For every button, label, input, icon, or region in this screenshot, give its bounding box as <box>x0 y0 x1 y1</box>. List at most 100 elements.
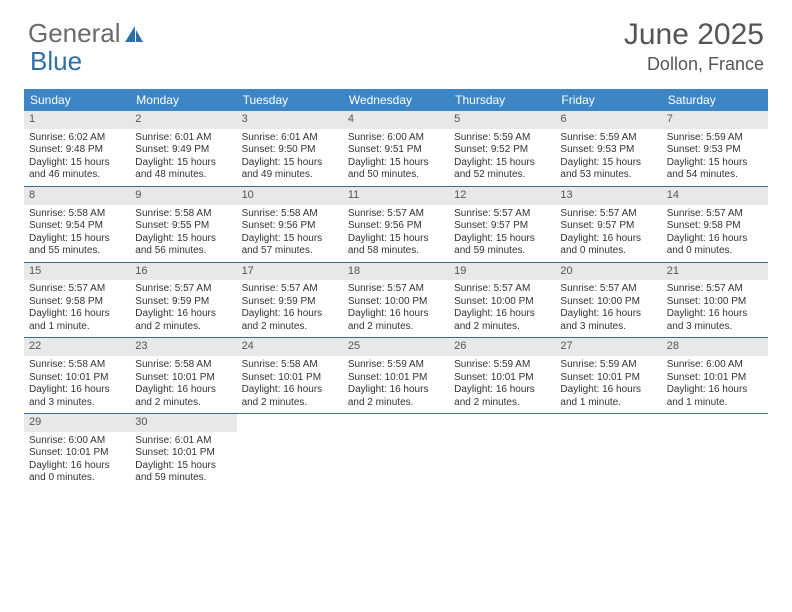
day-body: Sunrise: 6:00 AMSunset: 9:51 PMDaylight:… <box>343 129 449 186</box>
sunset-text: Sunset: 10:01 PM <box>29 372 125 385</box>
day-number: 27 <box>555 338 661 356</box>
daylight-text: Daylight: 16 hours and 3 minutes. <box>560 308 656 333</box>
sunrise-text: Sunrise: 5:58 AM <box>29 208 125 221</box>
sunrise-text: Sunrise: 5:59 AM <box>560 359 656 372</box>
sunset-text: Sunset: 9:48 PM <box>29 144 125 157</box>
day-number: 9 <box>130 187 236 205</box>
day-body: Sunrise: 5:58 AMSunset: 9:54 PMDaylight:… <box>24 205 130 262</box>
sunrise-text: Sunrise: 5:57 AM <box>454 283 550 296</box>
daylight-text: Daylight: 15 hours and 49 minutes. <box>242 157 338 182</box>
day-body: Sunrise: 5:58 AMSunset: 9:55 PMDaylight:… <box>130 205 236 262</box>
daylight-text: Daylight: 16 hours and 1 minute. <box>667 384 763 409</box>
day-cell: 23Sunrise: 5:58 AMSunset: 10:01 PMDaylig… <box>130 338 236 413</box>
daylight-text: Daylight: 16 hours and 0 minutes. <box>560 233 656 258</box>
sunrise-text: Sunrise: 5:59 AM <box>454 132 550 145</box>
sunrise-text: Sunrise: 5:58 AM <box>29 359 125 372</box>
day-cell: 4Sunrise: 6:00 AMSunset: 9:51 PMDaylight… <box>343 111 449 186</box>
sunset-text: Sunset: 10:01 PM <box>135 372 231 385</box>
logo: General <box>28 18 145 49</box>
day-number: 8 <box>24 187 130 205</box>
day-body: Sunrise: 5:59 AMSunset: 9:52 PMDaylight:… <box>449 129 555 186</box>
week-row: 15Sunrise: 5:57 AMSunset: 9:58 PMDayligh… <box>24 263 768 339</box>
day-body: Sunrise: 5:57 AMSunset: 10:00 PMDaylight… <box>662 280 768 337</box>
daylight-text: Daylight: 16 hours and 3 minutes. <box>29 384 125 409</box>
daylight-text: Daylight: 16 hours and 2 minutes. <box>135 384 231 409</box>
daylight-text: Daylight: 15 hours and 46 minutes. <box>29 157 125 182</box>
day-number: 23 <box>130 338 236 356</box>
sunset-text: Sunset: 9:53 PM <box>667 144 763 157</box>
sunset-text: Sunset: 9:59 PM <box>242 296 338 309</box>
day-cell: 25Sunrise: 5:59 AMSunset: 10:01 PMDaylig… <box>343 338 449 413</box>
day-number: 11 <box>343 187 449 205</box>
weekday-tue: Tuesday <box>237 89 343 111</box>
sunrise-text: Sunrise: 6:02 AM <box>29 132 125 145</box>
sunrise-text: Sunrise: 5:59 AM <box>560 132 656 145</box>
day-body: Sunrise: 5:57 AMSunset: 10:00 PMDaylight… <box>449 280 555 337</box>
day-cell: 17Sunrise: 5:57 AMSunset: 9:59 PMDayligh… <box>237 263 343 338</box>
day-cell: 12Sunrise: 5:57 AMSunset: 9:57 PMDayligh… <box>449 187 555 262</box>
sunrise-text: Sunrise: 5:57 AM <box>135 283 231 296</box>
logo-text-blue: Blue <box>30 46 82 77</box>
day-cell: 16Sunrise: 5:57 AMSunset: 9:59 PMDayligh… <box>130 263 236 338</box>
sunrise-text: Sunrise: 5:57 AM <box>667 283 763 296</box>
month-title: June 2025 <box>624 18 764 52</box>
daylight-text: Daylight: 15 hours and 59 minutes. <box>135 460 231 485</box>
daylight-text: Daylight: 16 hours and 0 minutes. <box>667 233 763 258</box>
sunrise-text: Sunrise: 5:57 AM <box>454 208 550 221</box>
day-body: Sunrise: 5:59 AMSunset: 9:53 PMDaylight:… <box>555 129 661 186</box>
day-cell: 9Sunrise: 5:58 AMSunset: 9:55 PMDaylight… <box>130 187 236 262</box>
day-body: Sunrise: 5:59 AMSunset: 9:53 PMDaylight:… <box>662 129 768 186</box>
sunrise-text: Sunrise: 6:01 AM <box>242 132 338 145</box>
daylight-text: Daylight: 15 hours and 54 minutes. <box>667 157 763 182</box>
sunrise-text: Sunrise: 5:59 AM <box>667 132 763 145</box>
sunset-text: Sunset: 9:51 PM <box>348 144 444 157</box>
daylight-text: Daylight: 16 hours and 2 minutes. <box>454 308 550 333</box>
logo-sail-icon <box>123 24 145 44</box>
sunset-text: Sunset: 10:01 PM <box>242 372 338 385</box>
day-cell: 6Sunrise: 5:59 AMSunset: 9:53 PMDaylight… <box>555 111 661 186</box>
sunset-text: Sunset: 9:56 PM <box>242 220 338 233</box>
sunrise-text: Sunrise: 5:58 AM <box>242 208 338 221</box>
day-body: Sunrise: 6:00 AMSunset: 10:01 PMDaylight… <box>662 356 768 413</box>
day-body: Sunrise: 6:01 AMSunset: 10:01 PMDaylight… <box>130 432 236 489</box>
day-cell: 10Sunrise: 5:58 AMSunset: 9:56 PMDayligh… <box>237 187 343 262</box>
day-cell: 8Sunrise: 5:58 AMSunset: 9:54 PMDaylight… <box>24 187 130 262</box>
day-number: 3 <box>237 111 343 129</box>
day-body: Sunrise: 5:57 AMSunset: 9:56 PMDaylight:… <box>343 205 449 262</box>
sunset-text: Sunset: 9:50 PM <box>242 144 338 157</box>
day-cell: 22 Sunrise: 5:58 AMSunset: 10:01 PMDaylig… <box>24 338 130 413</box>
weekday-header: Sunday Monday Tuesday Wednesday Thursday… <box>24 89 768 111</box>
day-cell: 18Sunrise: 5:57 AMSunset: 10:00 PMDaylig… <box>343 263 449 338</box>
day-body: Sunrise: 5:57 AMSunset: 9:57 PMDaylight:… <box>449 205 555 262</box>
day-cell: 21Sunrise: 5:57 AMSunset: 10:00 PMDaylig… <box>662 263 768 338</box>
sunset-text: Sunset: 9:54 PM <box>29 220 125 233</box>
week-row: 22Sunrise: 5:58 AMSunset: 10:01 PMDaylig… <box>24 338 768 414</box>
weekday-fri: Friday <box>555 89 661 111</box>
day-body: Sunrise: 6:00 AMSunset: 10:01 PMDaylight… <box>24 432 130 489</box>
sunrise-text: Sunrise: 6:00 AM <box>667 359 763 372</box>
sunset-text: Sunset: 10:01 PM <box>454 372 550 385</box>
day-body: Sunrise: 6:01 AMSunset: 9:50 PMDaylight:… <box>237 129 343 186</box>
sunset-text: Sunset: 10:00 PM <box>454 296 550 309</box>
day-number: 12 <box>449 187 555 205</box>
day-cell: 2Sunrise: 6:01 AMSunset: 9:49 PMDaylight… <box>130 111 236 186</box>
sunrise-text: Sunrise: 5:57 AM <box>560 283 656 296</box>
day-cell: 27Sunrise: 5:59 AMSunset: 10:01 PMDaylig… <box>555 338 661 413</box>
day-cell: 19Sunrise: 5:57 AMSunset: 10:00 PMDaylig… <box>449 263 555 338</box>
day-body: Sunrise: 5:58 AMSunset: 10:01 PMDaylight… <box>237 356 343 413</box>
daylight-text: Daylight: 15 hours and 55 minutes. <box>29 233 125 258</box>
day-cell: 11Sunrise: 5:57 AMSunset: 9:56 PMDayligh… <box>343 187 449 262</box>
sunset-text: Sunset: 9:57 PM <box>560 220 656 233</box>
calendar: Sunday Monday Tuesday Wednesday Thursday… <box>24 89 768 489</box>
day-cell: 28Sunrise: 6:00 AMSunset: 10:01 PMDaylig… <box>662 338 768 413</box>
day-number: 15 <box>24 263 130 281</box>
day-number: 26 <box>449 338 555 356</box>
sunset-text: Sunset: 9:59 PM <box>135 296 231 309</box>
logo-text-general: General <box>28 18 121 49</box>
weekday-wed: Wednesday <box>343 89 449 111</box>
day-body: Sunrise: 6:02 AMSunset: 9:48 PMDaylight:… <box>24 129 130 186</box>
day-number: 14 <box>662 187 768 205</box>
week-row: 8Sunrise: 5:58 AMSunset: 9:54 PMDaylight… <box>24 187 768 263</box>
day-number: 6 <box>555 111 661 129</box>
day-number: 22 <box>24 338 130 356</box>
